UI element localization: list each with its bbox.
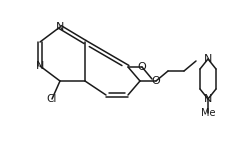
Text: O: O xyxy=(152,76,160,86)
Text: N: N xyxy=(56,22,64,32)
Text: N: N xyxy=(36,61,44,71)
Text: Me: Me xyxy=(201,108,215,118)
Text: Cl: Cl xyxy=(47,94,57,104)
Text: N: N xyxy=(204,94,212,104)
Text: O: O xyxy=(138,62,146,72)
Text: N: N xyxy=(204,54,212,64)
